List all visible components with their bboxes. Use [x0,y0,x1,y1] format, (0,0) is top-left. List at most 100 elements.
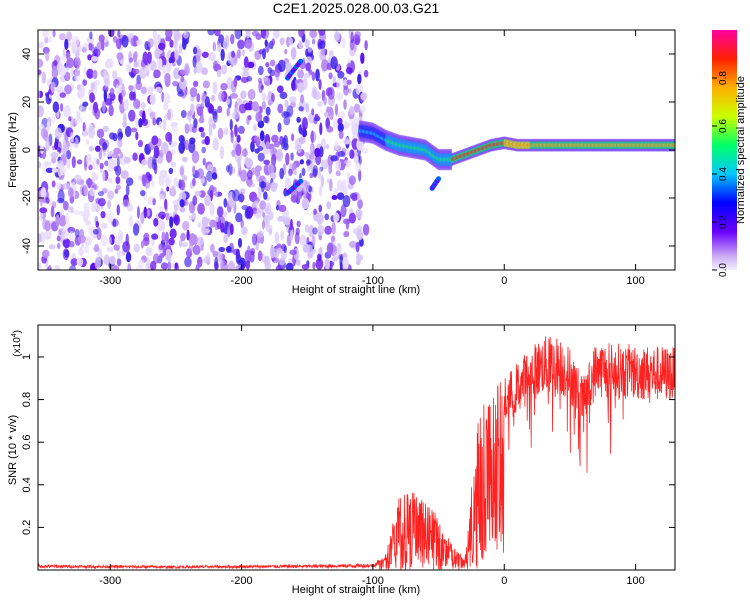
heatmap-cell [299,234,307,246]
figure-title: C2E1.2025.028.00.03.G21 [273,0,440,16]
heatmap-cell [333,187,339,196]
heatmap-cell [140,189,146,197]
heatmap-cell [115,83,120,95]
spectrogram-heatmap [38,30,675,270]
heatmap-cell [158,211,166,219]
heatmap-cell [301,198,310,210]
heatmap-cell [318,30,326,36]
y-tick-label: 0.8 [21,392,33,407]
heatmap-cell [102,142,108,151]
heatmap-cell [162,118,167,132]
heatmap-cell [127,263,132,270]
heatmap-cell [89,187,96,197]
heatmap-cell [79,228,85,238]
heatmap-cell [147,173,153,182]
heatmap-cell [107,158,114,167]
heatmap-cell [236,49,241,59]
heatmap-cell [202,94,207,101]
heatmap-cell [132,152,138,161]
heatmap-cell [51,113,56,125]
heatmap-cell [263,255,270,266]
heatmap-cell [332,118,339,129]
heatmap-cell [188,215,195,221]
heatmap-cell [65,52,71,60]
heatmap-cell [250,140,255,153]
heatmap-cell [324,111,329,118]
heatmap-cell [311,248,317,255]
heatmap-cell [87,54,92,61]
heatmap-cell [107,190,115,200]
heatmap-cell [359,105,366,114]
heatmap-cell [98,197,106,207]
heatmap-cell [151,135,159,146]
heatmap-cell [262,48,267,60]
heatmap-cell [38,41,45,49]
x-tick-label: 100 [626,575,644,587]
heatmap-cell [263,159,270,165]
heatmap-cell [331,194,338,201]
heatmap-cell [159,205,164,213]
heatmap-cell [305,102,310,113]
heatmap-cell [76,110,81,120]
heatmap-cell [227,227,231,238]
heatmap-cell [342,257,349,269]
y-tick-label: 0.2 [21,520,33,535]
heatmap-cell [357,193,361,201]
heatmap-cell [338,111,346,120]
heatmap-cell [209,202,215,216]
heatmap-cell [96,158,100,165]
heatmap-cell [259,181,267,189]
heatmap-cell [306,244,313,254]
heatmap-cell [130,72,135,79]
heatmap-cell [193,118,198,129]
heatmap-cell [254,210,262,219]
spectrogram-y-label: Frequency (Hz) [7,112,19,188]
heatmap-cell [224,220,229,228]
heatmap-cell [89,31,93,40]
heatmap-cell [115,176,121,185]
heatmap-cell [204,195,212,207]
heatmap-cell [362,223,370,236]
heatmap-cell [103,78,111,88]
heatmap-cell [128,57,134,63]
heatmap-cell [348,88,352,94]
heatmap-cell [192,244,201,255]
heatmap-cell [330,235,336,242]
heatmap-cell [153,145,160,159]
heatmap-cell [124,125,132,138]
heatmap-cell [76,257,84,267]
heatmap-cell [361,147,369,154]
heatmap-cell [346,79,352,85]
heatmap-cell [336,192,345,200]
heatmap-cell [298,30,304,38]
snr-x-axis: -300 -200 -100 0 100 [99,325,645,587]
heatmap-cell [246,61,255,69]
heatmap-cell [257,185,263,198]
heatmap-cell [298,106,304,112]
heatmap-cell [143,232,150,242]
heatmap-cell [102,125,109,133]
heatmap-cell [331,221,336,235]
heatmap-cell [195,60,203,74]
heatmap-cell [158,58,163,71]
heatmap-cell [343,99,347,110]
heatmap-cell [88,145,95,152]
heatmap-cell [75,49,80,59]
heatmap-cell [208,123,213,137]
heatmap-cell [235,212,243,223]
heatmap-cell [62,238,71,249]
heatmap-cell [210,108,219,116]
heatmap-cell [229,118,233,131]
heatmap-cell [326,201,332,210]
heatmap-cell [277,215,286,222]
heatmap-cell [271,134,279,143]
heatmap-cell [52,60,58,66]
heatmap-cell [240,218,244,228]
heatmap-cell [335,170,341,177]
heatmap-cell [84,245,89,254]
heatmap-cell [125,183,130,197]
heatmap-cell [123,156,131,164]
heatmap-cell [38,262,42,270]
heatmap-cell [289,96,297,104]
heatmap-cell [102,170,106,182]
